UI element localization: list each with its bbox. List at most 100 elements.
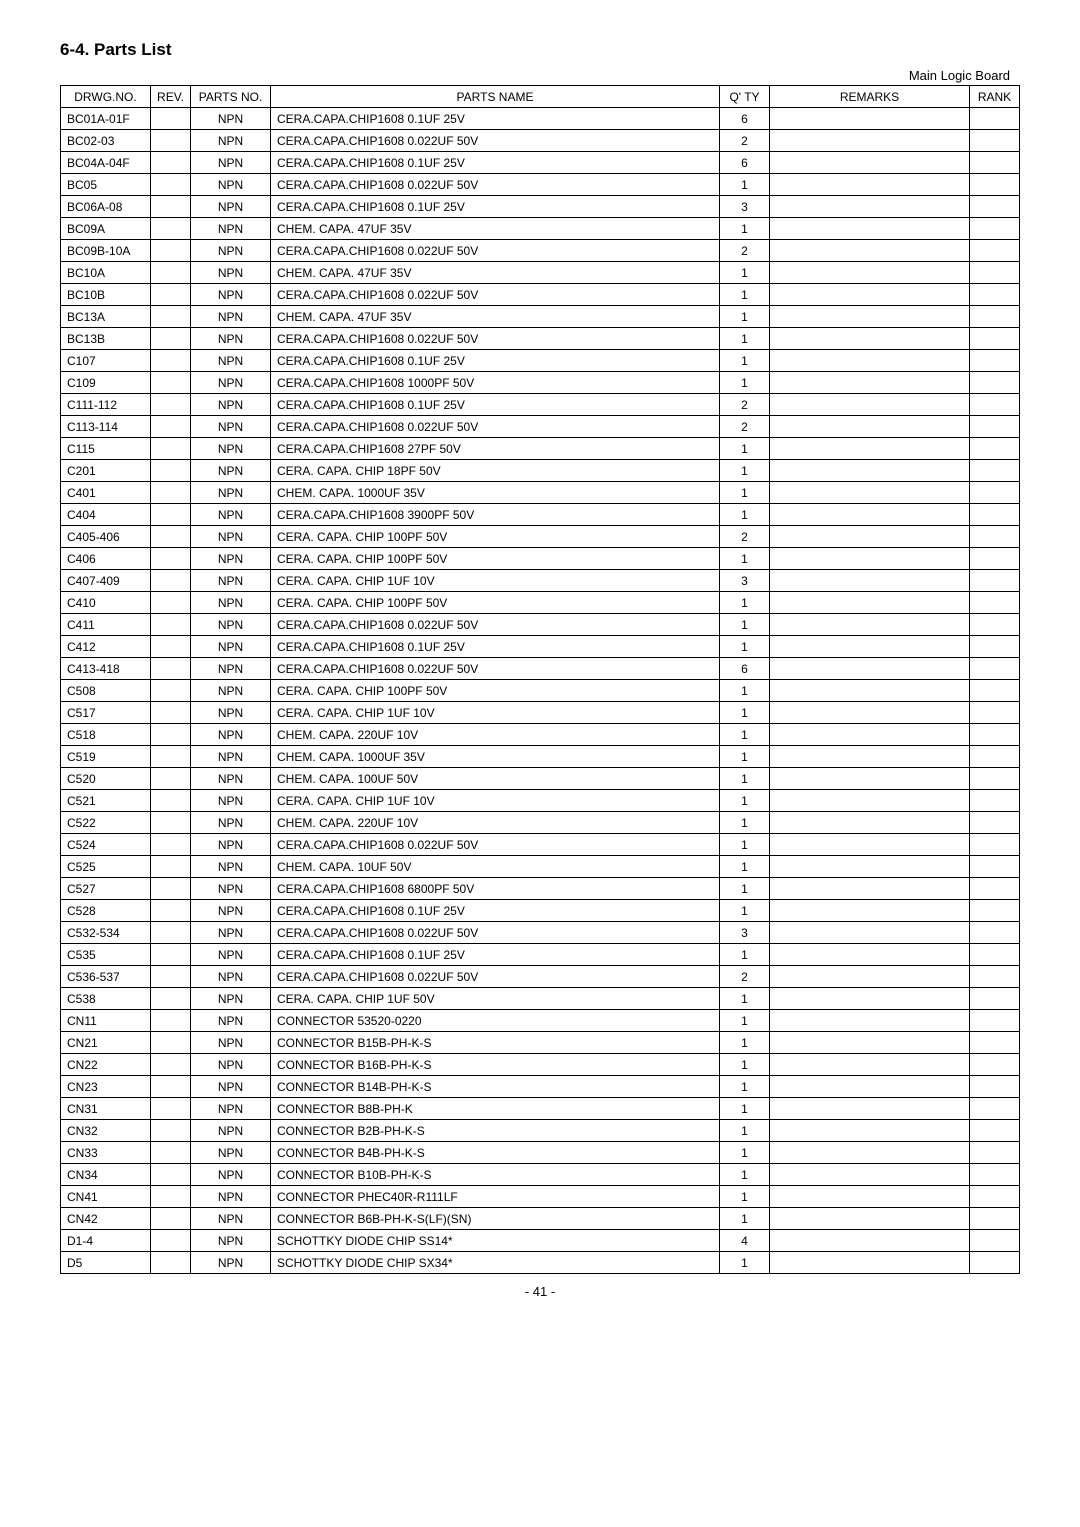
cell-remarks xyxy=(770,944,970,966)
cell-remarks xyxy=(770,372,970,394)
cell-rank xyxy=(970,548,1020,570)
cell-rev xyxy=(151,504,191,526)
cell-qty: 1 xyxy=(720,174,770,196)
table-row: C521NPNCERA. CAPA. CHIP 1UF 10V1 xyxy=(61,790,1020,812)
table-row: BC10BNPNCERA.CAPA.CHIP1608 0.022UF 50V1 xyxy=(61,284,1020,306)
cell-remarks xyxy=(770,658,970,680)
cell-remarks xyxy=(770,790,970,812)
cell-name: CONNECTOR B6B-PH-K-S(LF)(SN) xyxy=(271,1208,720,1230)
cell-qty: 6 xyxy=(720,658,770,680)
table-row: CN41NPNCONNECTOR PHEC40R-R111LF1 xyxy=(61,1186,1020,1208)
cell-remarks xyxy=(770,746,970,768)
cell-rev xyxy=(151,636,191,658)
cell-parts: NPN xyxy=(191,284,271,306)
table-row: CN33NPNCONNECTOR B4B-PH-K-S1 xyxy=(61,1142,1020,1164)
cell-qty: 1 xyxy=(720,768,770,790)
cell-rev xyxy=(151,1252,191,1274)
cell-rank xyxy=(970,1010,1020,1032)
table-row: CN31NPNCONNECTOR B8B-PH-K1 xyxy=(61,1098,1020,1120)
cell-parts: NPN xyxy=(191,1076,271,1098)
cell-remarks xyxy=(770,1208,970,1230)
cell-qty: 2 xyxy=(720,394,770,416)
table-row: C536-537NPNCERA.CAPA.CHIP1608 0.022UF 50… xyxy=(61,966,1020,988)
cell-name: CERA. CAPA. CHIP 100PF 50V xyxy=(271,592,720,614)
table-header-row: DRWG.NO. REV. PARTS NO. PARTS NAME Q' TY… xyxy=(61,86,1020,108)
cell-name: CERA.CAPA.CHIP1608 0.022UF 50V xyxy=(271,174,720,196)
section-title: 6-4. Parts List xyxy=(60,40,1020,60)
cell-qty: 1 xyxy=(720,548,770,570)
cell-remarks xyxy=(770,592,970,614)
table-row: BC01A-01FNPNCERA.CAPA.CHIP1608 0.1UF 25V… xyxy=(61,108,1020,130)
table-row: C109NPNCERA.CAPA.CHIP1608 1000PF 50V1 xyxy=(61,372,1020,394)
cell-remarks xyxy=(770,504,970,526)
cell-parts: NPN xyxy=(191,1054,271,1076)
cell-qty: 1 xyxy=(720,438,770,460)
table-row: BC05NPNCERA.CAPA.CHIP1608 0.022UF 50V1 xyxy=(61,174,1020,196)
cell-name: CERA.CAPA.CHIP1608 0.022UF 50V xyxy=(271,834,720,856)
cell-rank xyxy=(970,372,1020,394)
table-row: D1-4NPNSCHOTTKY DIODE CHIP SS14*4 xyxy=(61,1230,1020,1252)
cell-name: CONNECTOR B2B-PH-K-S xyxy=(271,1120,720,1142)
cell-rev xyxy=(151,394,191,416)
cell-name: SCHOTTKY DIODE CHIP SS14* xyxy=(271,1230,720,1252)
cell-rev xyxy=(151,218,191,240)
cell-name: CERA.CAPA.CHIP1608 0.022UF 50V xyxy=(271,240,720,262)
table-row: C410NPNCERA. CAPA. CHIP 100PF 50V1 xyxy=(61,592,1020,614)
cell-parts: NPN xyxy=(191,482,271,504)
cell-remarks xyxy=(770,152,970,174)
table-row: C413-418NPNCERA.CAPA.CHIP1608 0.022UF 50… xyxy=(61,658,1020,680)
cell-remarks xyxy=(770,548,970,570)
cell-name: CERA.CAPA.CHIP1608 0.022UF 50V xyxy=(271,416,720,438)
cell-parts: NPN xyxy=(191,900,271,922)
header-qty: Q' TY xyxy=(720,86,770,108)
table-row: C115NPNCERA.CAPA.CHIP1608 27PF 50V1 xyxy=(61,438,1020,460)
cell-qty: 1 xyxy=(720,680,770,702)
cell-drwg: C109 xyxy=(61,372,151,394)
cell-parts: NPN xyxy=(191,570,271,592)
cell-qty: 1 xyxy=(720,1142,770,1164)
cell-rank xyxy=(970,130,1020,152)
cell-qty: 6 xyxy=(720,108,770,130)
cell-remarks xyxy=(770,768,970,790)
cell-rev xyxy=(151,680,191,702)
cell-drwg: BC04A-04F xyxy=(61,152,151,174)
cell-qty: 1 xyxy=(720,218,770,240)
table-row: C518NPNCHEM. CAPA. 220UF 10V1 xyxy=(61,724,1020,746)
cell-rev xyxy=(151,196,191,218)
cell-qty: 1 xyxy=(720,482,770,504)
cell-rank xyxy=(970,328,1020,350)
cell-parts: NPN xyxy=(191,1164,271,1186)
cell-drwg: BC09B-10A xyxy=(61,240,151,262)
cell-parts: NPN xyxy=(191,306,271,328)
cell-qty: 2 xyxy=(720,416,770,438)
cell-qty: 1 xyxy=(720,614,770,636)
cell-parts: NPN xyxy=(191,702,271,724)
cell-parts: NPN xyxy=(191,152,271,174)
cell-rank xyxy=(970,1098,1020,1120)
cell-rank xyxy=(970,922,1020,944)
cell-rank xyxy=(970,988,1020,1010)
cell-rank xyxy=(970,262,1020,284)
cell-name: CERA.CAPA.CHIP1608 0.1UF 25V xyxy=(271,944,720,966)
cell-remarks xyxy=(770,1076,970,1098)
cell-rank xyxy=(970,1252,1020,1274)
cell-name: CERA.CAPA.CHIP1608 0.022UF 50V xyxy=(271,658,720,680)
cell-qty: 1 xyxy=(720,702,770,724)
cell-rank xyxy=(970,196,1020,218)
cell-remarks xyxy=(770,130,970,152)
cell-remarks xyxy=(770,174,970,196)
cell-drwg: CN23 xyxy=(61,1076,151,1098)
cell-remarks xyxy=(770,1186,970,1208)
table-row: C406NPNCERA. CAPA. CHIP 100PF 50V1 xyxy=(61,548,1020,570)
table-row: C404NPNCERA.CAPA.CHIP1608 3900PF 50V1 xyxy=(61,504,1020,526)
cell-remarks xyxy=(770,284,970,306)
cell-rev xyxy=(151,328,191,350)
cell-drwg: C535 xyxy=(61,944,151,966)
cell-rev xyxy=(151,152,191,174)
cell-name: CERA. CAPA. CHIP 1UF 10V xyxy=(271,570,720,592)
cell-name: CERA.CAPA.CHIP1608 0.1UF 25V xyxy=(271,394,720,416)
cell-drwg: CN22 xyxy=(61,1054,151,1076)
cell-parts: NPN xyxy=(191,526,271,548)
cell-rev xyxy=(151,262,191,284)
cell-rank xyxy=(970,1164,1020,1186)
